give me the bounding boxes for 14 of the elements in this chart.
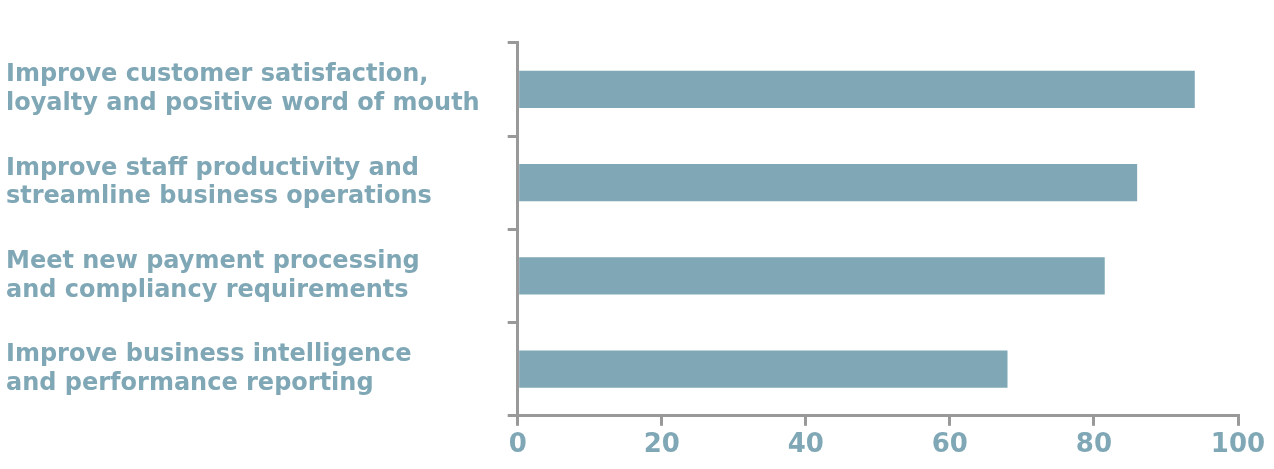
- y-tick-label: Meet new payment processing and compliancy requirements: [6, 245, 420, 303]
- x-tick-label: 60: [931, 428, 968, 459]
- bar: [519, 257, 1105, 295]
- x-tick-label: 80: [1075, 428, 1113, 459]
- bar: [519, 350, 1008, 388]
- x-tick-label: 40: [787, 428, 824, 459]
- bar: [519, 164, 1138, 202]
- x-tick-label: 0: [508, 428, 527, 459]
- x-tick-label: 20: [643, 428, 680, 459]
- y-tick-label: Improve staff productivity and streamline business operations: [6, 152, 432, 210]
- bar: [519, 70, 1195, 109]
- x-tick-label: 100: [1210, 428, 1266, 459]
- y-tick-label: Improve business intelligence and performance reporting: [6, 339, 412, 396]
- y-tick-label: Improve customer satisfaction, loyalty and positive word of mouth: [6, 59, 480, 117]
